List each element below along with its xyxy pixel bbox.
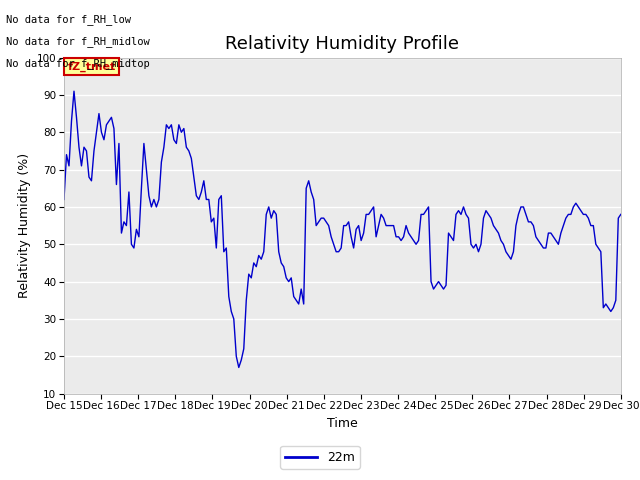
Y-axis label: Relativity Humidity (%): Relativity Humidity (%): [18, 153, 31, 298]
Legend: 22m: 22m: [280, 446, 360, 469]
Text: No data for f_RH_midlow: No data for f_RH_midlow: [6, 36, 150, 47]
Title: Relativity Humidity Profile: Relativity Humidity Profile: [225, 35, 460, 53]
X-axis label: Time: Time: [327, 417, 358, 430]
Text: No data for f_RH_low: No data for f_RH_low: [6, 14, 131, 25]
Text: No data for f_RH_midtop: No data for f_RH_midtop: [6, 58, 150, 69]
Text: fZ_tmet: fZ_tmet: [68, 61, 116, 72]
